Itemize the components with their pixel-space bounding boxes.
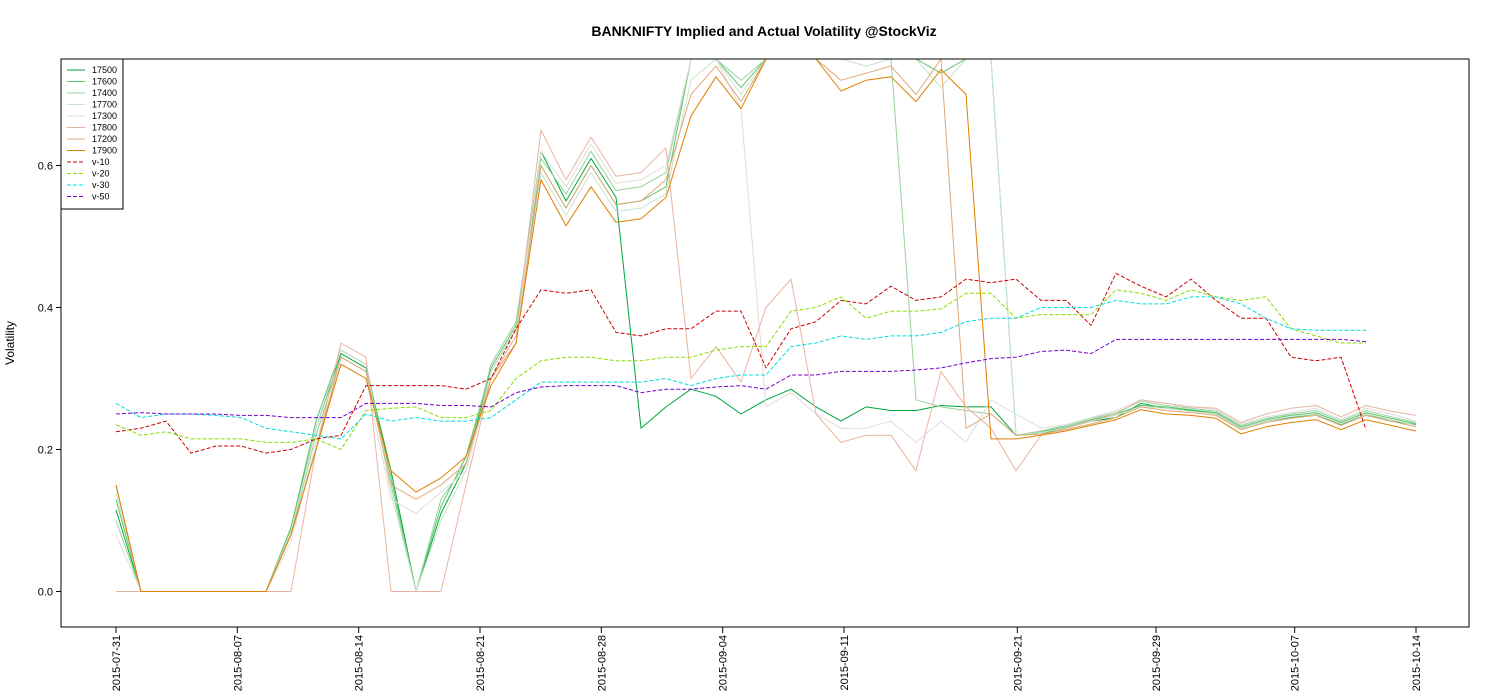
legend-label-17200: 17200 <box>92 134 117 144</box>
series-line-17900 <box>115 59 1417 592</box>
y-tick-label: 0.4 <box>38 303 53 315</box>
x-tick-label: 2015-09-29 <box>1151 635 1163 691</box>
y-axis-label: Volatility <box>3 321 17 365</box>
x-tick-label: 2015-07-31 <box>111 635 123 691</box>
y-tick-label: 0.6 <box>38 161 53 173</box>
legend-label-v-30: v-30 <box>92 180 110 190</box>
series-line-v-20 <box>115 289 1366 450</box>
x-tick-label: 2015-09-21 <box>1012 635 1024 691</box>
legend-label-v-50: v-50 <box>92 192 110 202</box>
x-tick-label: 2015-09-04 <box>718 635 730 691</box>
legend-label-v-10: v-10 <box>92 157 110 167</box>
legend-label-v-20: v-20 <box>92 169 110 179</box>
x-tick-label: 2015-09-11 <box>839 635 851 690</box>
legend-box <box>60 58 124 210</box>
x-axis: 2015-07-31 2015-08-07 2015-08-14 2015-08-21… <box>111 627 1423 691</box>
legend-label-17700: 17700 <box>92 100 117 110</box>
chart-title: BANKNIFTY Implied and Actual Volatility … <box>591 23 936 39</box>
series-line-17300 <box>115 59 1417 592</box>
legend-label-17400: 17400 <box>92 88 117 98</box>
x-tick-label: 2015-10-14 <box>1411 635 1423 691</box>
x-tick-label: 2015-08-28 <box>596 635 608 691</box>
legend-label-17500: 17500 <box>92 65 117 75</box>
y-tick-label: 0.2 <box>38 445 53 457</box>
series-line-v-50 <box>115 338 1367 419</box>
series-line-17700 <box>115 59 1417 592</box>
legend-label-17900: 17900 <box>92 146 117 156</box>
x-tick-label: 2015-08-07 <box>232 635 244 691</box>
series-line-17400 <box>115 59 1417 592</box>
x-tick-label: 2015-08-14 <box>354 635 366 691</box>
legend-label-17800: 17800 <box>92 123 117 133</box>
series-line-v-30 <box>115 296 1366 440</box>
series-line-17500 <box>115 150 1417 592</box>
legend-label-17600: 17600 <box>92 77 117 87</box>
y-tick-label: 0.0 <box>38 587 53 599</box>
x-tick-label: 2015-08-21 <box>475 635 487 691</box>
y-axis: 0.0 0.2 0.4 0.6 <box>38 161 61 599</box>
plot-frame <box>60 58 1470 628</box>
legend-label-17300: 17300 <box>92 111 117 121</box>
series-line-v-10 <box>115 272 1367 454</box>
series-line-17600 <box>115 59 1417 592</box>
x-tick-label: 2015-10-07 <box>1290 635 1302 691</box>
series-line-17200 <box>115 59 1417 592</box>
series-line-17800 <box>116 129 1417 592</box>
series-layer <box>115 59 1417 592</box>
